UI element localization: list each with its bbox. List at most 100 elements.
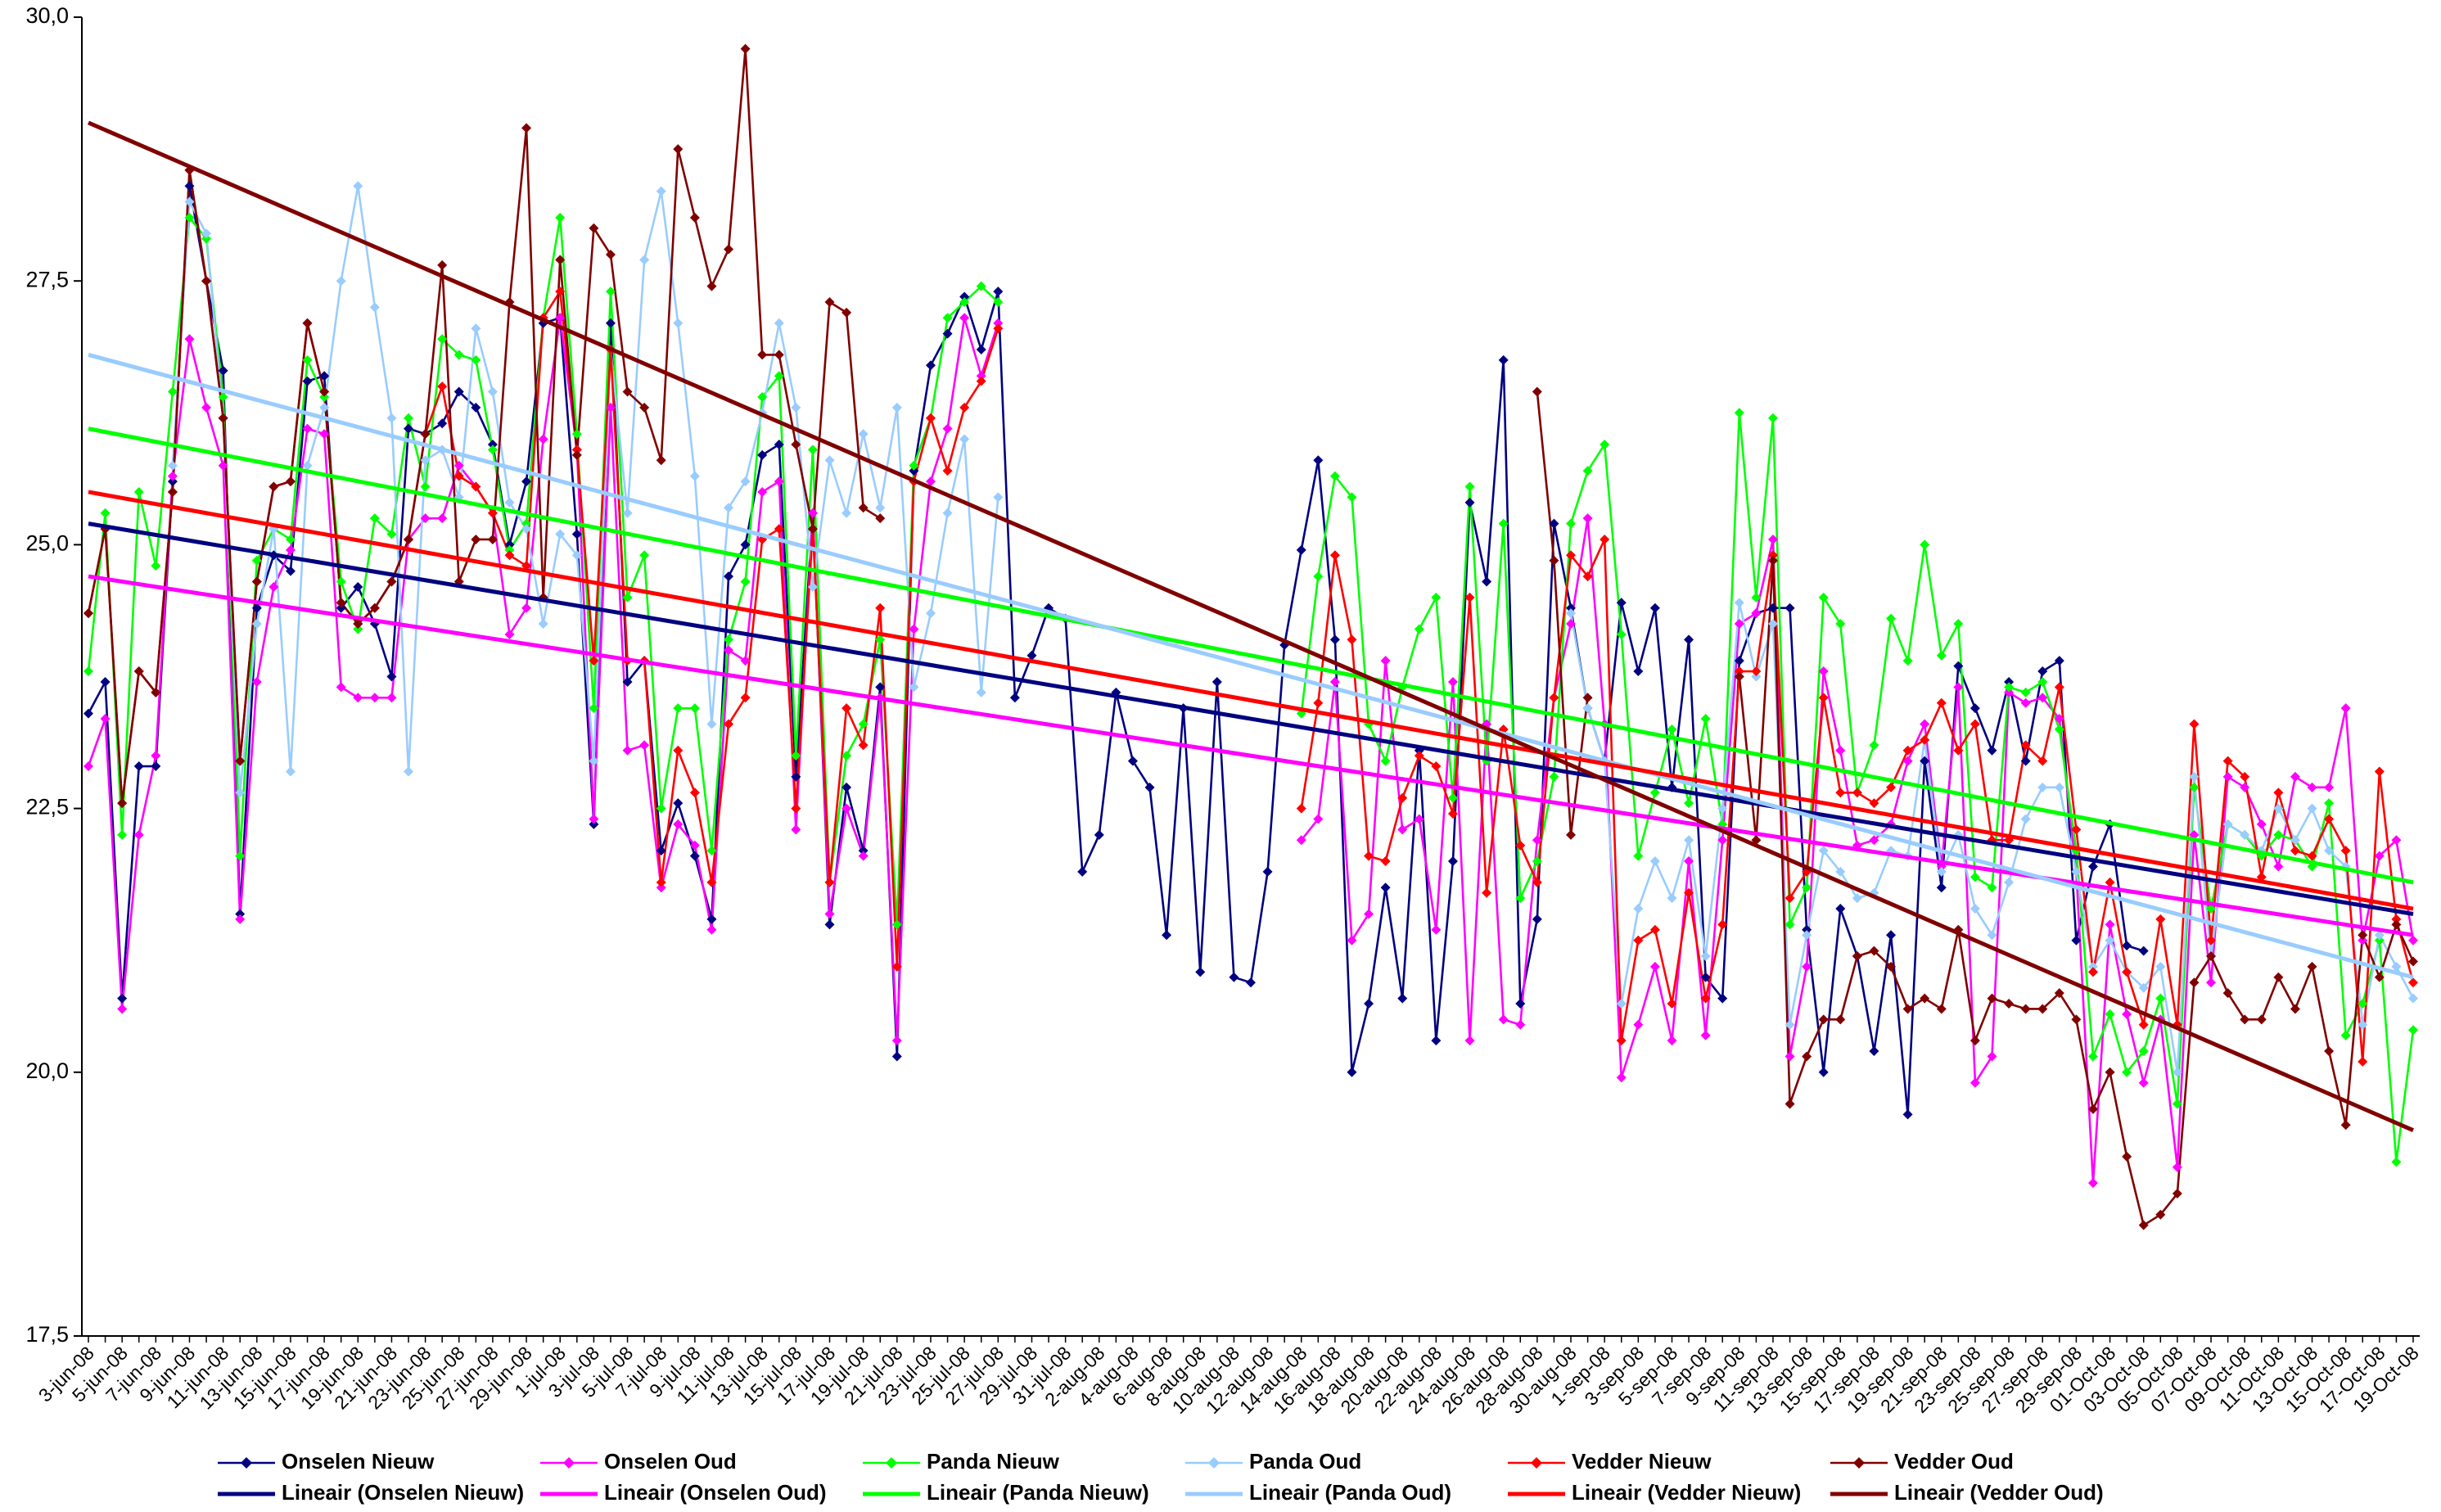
data-point bbox=[774, 476, 784, 487]
data-point bbox=[740, 539, 751, 550]
data-point bbox=[1482, 576, 1492, 587]
data-point bbox=[404, 423, 414, 434]
data-point bbox=[1684, 856, 1694, 867]
data-point bbox=[1700, 1030, 1711, 1040]
data-point bbox=[757, 350, 768, 360]
data-point bbox=[1447, 676, 1458, 687]
data-point bbox=[1684, 798, 1694, 809]
data-point bbox=[1700, 714, 1711, 724]
data-point bbox=[2020, 814, 2031, 824]
data-point bbox=[218, 391, 228, 402]
data-point bbox=[1347, 1067, 1357, 1077]
data-point bbox=[151, 761, 161, 772]
data-point bbox=[268, 481, 279, 492]
data-point bbox=[1566, 608, 1577, 619]
data-point bbox=[133, 829, 144, 840]
data-point bbox=[1549, 771, 1559, 782]
data-point bbox=[1464, 592, 1475, 603]
data-point bbox=[1549, 693, 1559, 703]
data-point bbox=[369, 302, 380, 313]
data-point bbox=[2122, 1009, 2132, 1019]
data-point bbox=[1364, 909, 1374, 919]
data-point bbox=[1785, 1051, 1795, 1062]
data-point bbox=[2240, 829, 2250, 840]
data-point bbox=[791, 771, 801, 782]
data-point bbox=[2004, 835, 2015, 846]
data-point bbox=[2054, 988, 2064, 999]
data-point bbox=[1633, 1019, 1644, 1030]
data-point bbox=[251, 555, 262, 566]
data-point bbox=[2020, 697, 2031, 708]
data-point bbox=[1329, 676, 1340, 687]
data-point bbox=[1347, 935, 1357, 946]
data-point bbox=[2358, 935, 2368, 946]
data-point bbox=[1566, 829, 1577, 840]
data-point bbox=[1532, 914, 1542, 924]
data-point bbox=[83, 761, 93, 772]
data-point bbox=[336, 276, 346, 287]
data-point bbox=[167, 471, 178, 481]
data-point bbox=[2391, 961, 2402, 972]
data-point bbox=[1329, 634, 1340, 645]
data-point bbox=[925, 476, 936, 487]
data-point bbox=[909, 460, 919, 471]
data-point bbox=[2054, 782, 2064, 792]
data-point bbox=[1717, 803, 1728, 814]
data-point bbox=[858, 719, 869, 729]
data-point bbox=[2037, 782, 2048, 792]
data-point bbox=[571, 445, 582, 455]
data-point bbox=[1431, 1036, 1442, 1046]
data-point bbox=[1751, 671, 1762, 682]
data-point bbox=[1886, 613, 1897, 624]
data-point bbox=[285, 544, 296, 555]
data-point bbox=[1869, 740, 1879, 751]
legend-label: Lineair (Onselen Oud) bbox=[604, 1480, 827, 1505]
data-point bbox=[942, 466, 953, 476]
data-point bbox=[386, 671, 397, 682]
data-point bbox=[841, 508, 852, 518]
data-point bbox=[521, 123, 532, 133]
data-point bbox=[453, 350, 464, 360]
data-point bbox=[589, 703, 599, 714]
data-point bbox=[1447, 856, 1458, 867]
data-point bbox=[2087, 1178, 2098, 1189]
legend-label: Lineair (Vedder Oud) bbox=[1894, 1480, 2104, 1505]
data-point bbox=[1649, 856, 1660, 867]
data-point bbox=[571, 550, 582, 561]
data-point bbox=[2071, 824, 2082, 835]
data-point bbox=[1953, 682, 1964, 693]
y-tick-label: 20,0 bbox=[25, 1058, 69, 1083]
data-point bbox=[1582, 513, 1593, 524]
data-point bbox=[2037, 676, 2048, 687]
data-point bbox=[993, 287, 1004, 297]
data-point bbox=[1969, 904, 1980, 914]
data-point bbox=[724, 645, 734, 656]
data-point bbox=[521, 524, 532, 535]
data-point bbox=[841, 782, 852, 792]
data-point bbox=[791, 751, 801, 761]
data-point bbox=[1835, 619, 1846, 630]
data-point bbox=[2256, 819, 2267, 829]
data-point bbox=[1482, 887, 1492, 898]
data-point bbox=[2054, 656, 2064, 666]
data-point bbox=[1734, 656, 1744, 666]
data-point bbox=[689, 471, 700, 481]
data-point bbox=[386, 693, 397, 703]
data-point bbox=[1767, 413, 1778, 423]
data-point bbox=[2391, 914, 2402, 924]
data-point bbox=[521, 476, 532, 487]
data-point bbox=[622, 745, 633, 756]
data-point bbox=[589, 819, 599, 829]
data-point bbox=[1920, 993, 1930, 1004]
data-point bbox=[2004, 877, 2015, 887]
data-point bbox=[2105, 1009, 2115, 1019]
data-point bbox=[353, 581, 363, 592]
data-point bbox=[487, 534, 498, 544]
data-point bbox=[1296, 544, 1306, 555]
data-point bbox=[184, 334, 195, 345]
data-point bbox=[1902, 1004, 1913, 1014]
data-point bbox=[1717, 835, 1728, 846]
data-point bbox=[841, 703, 852, 714]
data-point bbox=[858, 740, 869, 751]
data-point bbox=[1987, 930, 1997, 941]
